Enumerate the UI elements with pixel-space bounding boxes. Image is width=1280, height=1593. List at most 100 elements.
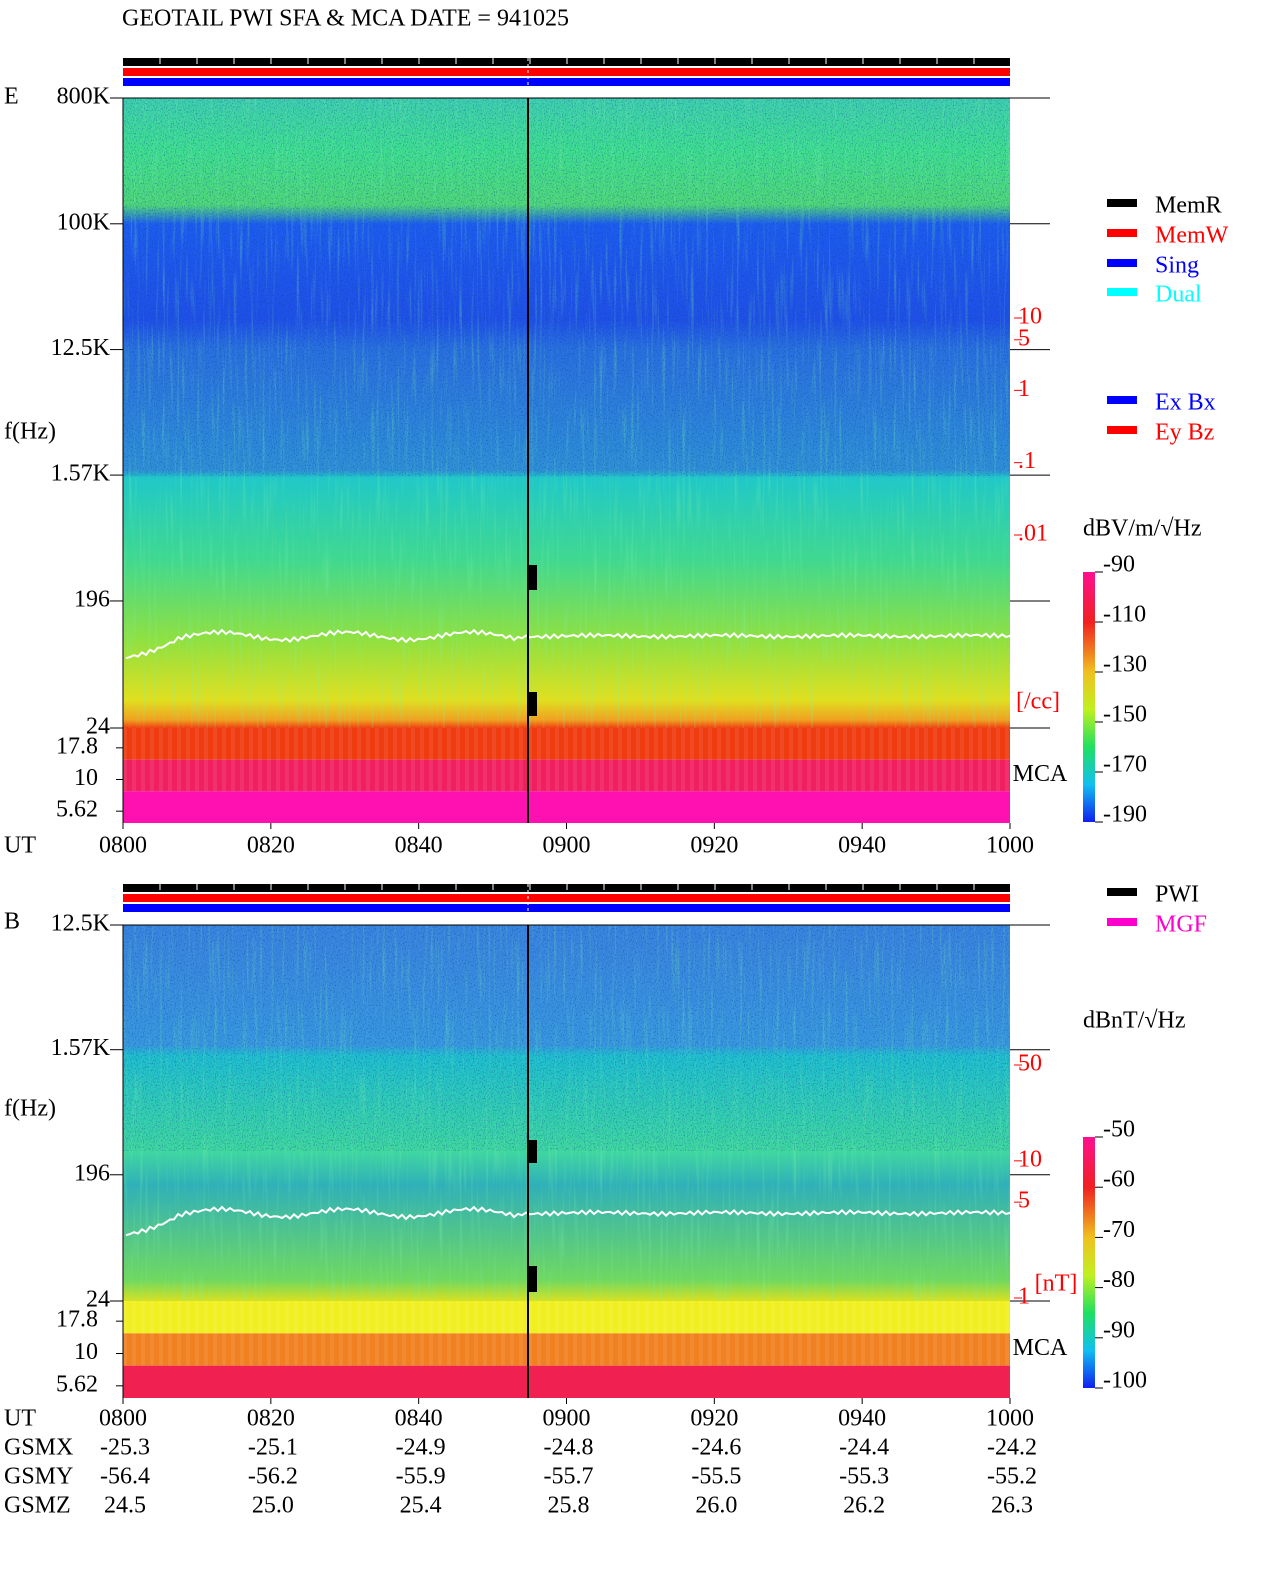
mca-stripe: [924, 1301, 928, 1366]
mca-stripe: [168, 728, 172, 792]
orbit-value: -56.2: [248, 1464, 298, 1490]
orbit-label: GSMZ: [4, 1493, 71, 1519]
mca-stripe: [294, 728, 298, 792]
x-tick-label: 0840: [395, 833, 443, 859]
mca-stripe: [906, 1301, 910, 1366]
mca-stripe: [195, 728, 199, 792]
mca-stripe: [870, 728, 874, 792]
colorbar-tick-label: -170: [1103, 752, 1147, 778]
mca-stripe: [483, 1301, 487, 1366]
mca-stripe: [861, 1301, 865, 1366]
mca-stripe: [789, 728, 793, 792]
x-tick-label: 0800: [99, 1406, 147, 1432]
x-tick-label: 0800: [99, 833, 147, 859]
legend-label: MGF: [1155, 912, 1207, 938]
orbit-value: 25.0: [252, 1493, 294, 1519]
mca-stripe: [663, 728, 667, 792]
colorbar-label: dBnT/√Hz: [1083, 1008, 1186, 1034]
mca-stripe: [600, 728, 604, 792]
mca-stripe: [969, 728, 973, 792]
mca-stripe: [357, 1301, 361, 1366]
mca-stripe: [429, 728, 433, 792]
mca-stripe: [924, 728, 928, 792]
mca-stripe: [888, 728, 892, 792]
y-tick-label: 24: [86, 714, 110, 740]
mca-stripe: [978, 728, 982, 792]
mca-stripe: [726, 728, 730, 792]
mca-stripe: [348, 1301, 352, 1366]
mca-stripe: [510, 1301, 514, 1366]
data-gap: [528, 1266, 537, 1292]
data-gap: [528, 692, 537, 716]
mca-stripe: [645, 728, 649, 792]
legend-label: PWI: [1155, 882, 1199, 908]
mca-stripe: [753, 728, 757, 792]
mca-stripe: [762, 1301, 766, 1366]
mca-stripe: [222, 728, 226, 792]
mca-stripe: [258, 728, 262, 792]
y-tick-label: 100K: [57, 209, 111, 235]
mca-stripe: [474, 728, 478, 792]
mca-stripe: [492, 728, 496, 792]
orbit-value: -56.4: [100, 1464, 150, 1490]
mca-stripe: [654, 1301, 658, 1366]
mca-stripe: [852, 1301, 856, 1366]
x-axis-label: UT: [4, 1406, 36, 1432]
colorbar-tick-label: -50: [1103, 1117, 1135, 1143]
mca-stripe: [537, 1301, 541, 1366]
orbit-value: 26.2: [843, 1493, 885, 1519]
colorbar-tick-label: -80: [1103, 1267, 1135, 1293]
mca-stripe: [474, 1301, 478, 1366]
mca-stripe: [204, 1301, 208, 1366]
x-axis-label: UT: [4, 833, 36, 859]
mca-stripe: [519, 1301, 523, 1366]
legend-label: Dual: [1155, 282, 1202, 308]
density-line: [125, 1205, 1011, 1237]
mca-stripe: [753, 1301, 757, 1366]
mca-stripe: [249, 1301, 253, 1366]
mca-stripe: [879, 728, 883, 792]
mca-stripe: [915, 728, 919, 792]
mca-channel-label: 10: [74, 1339, 98, 1365]
mca-stripe: [150, 1301, 154, 1366]
mca-stripe: [447, 1301, 451, 1366]
density-line: [125, 628, 1011, 660]
orbit-label: GSMX: [4, 1435, 73, 1461]
orbit-value: -24.4: [839, 1435, 889, 1461]
mca-stripe: [852, 728, 856, 792]
mca-channel-label: 5.62: [56, 797, 98, 823]
mca-channel-label: 10: [74, 765, 98, 791]
side-tick-label: 50: [1018, 1051, 1042, 1077]
mca-stripe: [600, 1301, 604, 1366]
mca-stripe: [420, 1301, 424, 1366]
colorbar: [1083, 1137, 1095, 1388]
mca-stripe: [636, 728, 640, 792]
mca-stripe: [339, 728, 343, 792]
mca-stripe: [564, 1301, 568, 1366]
status-bar: [123, 68, 1010, 76]
x-tick-label: 0900: [543, 1406, 591, 1432]
mca-stripe: [384, 1301, 388, 1366]
colorbar-tick-label: -130: [1103, 652, 1147, 678]
mca-stripe: [573, 1301, 577, 1366]
legend-swatch: [1107, 229, 1137, 237]
side-tick-label: .1: [1018, 448, 1036, 474]
mca-stripe: [726, 1301, 730, 1366]
mca-stripe: [609, 1301, 613, 1366]
side-tick-label: 10: [1018, 304, 1042, 330]
mca-stripe: [861, 728, 865, 792]
mca-stripe: [339, 1301, 343, 1366]
mca-stripe: [393, 1301, 397, 1366]
mca-stripe: [231, 728, 235, 792]
mca-stripe: [546, 728, 550, 792]
y-tick-label: 12.5K: [51, 335, 111, 361]
mca-stripe: [384, 728, 388, 792]
data-gap: [528, 1140, 537, 1163]
mca-stripe: [573, 728, 577, 792]
mca-stripe: [330, 728, 334, 792]
x-tick-label: 0820: [247, 833, 295, 859]
legend-label: Ey Bz: [1155, 420, 1214, 446]
mca-stripe: [843, 1301, 847, 1366]
